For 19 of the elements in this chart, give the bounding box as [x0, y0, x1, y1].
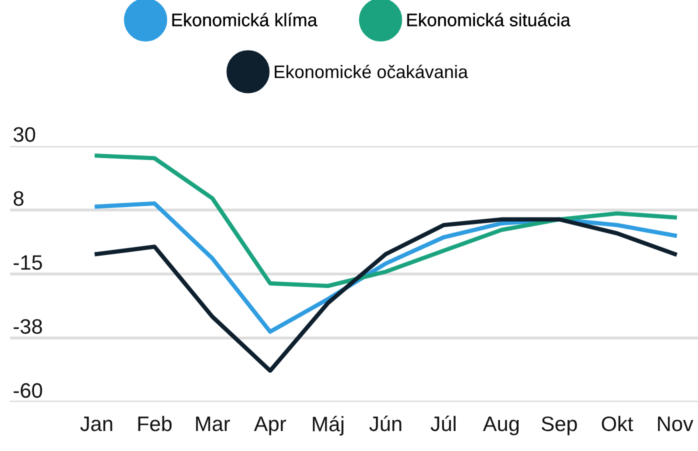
- x-tick-label: Apr: [254, 416, 286, 436]
- x-tick-label: Máj: [312, 416, 344, 436]
- x-tick-label: Nov: [658, 416, 694, 432]
- y-tick-label: -60: [14, 383, 42, 398]
- x-tick-label: Jún: [369, 416, 402, 432]
- x-tick-label: Aug: [482, 416, 519, 436]
- x-tick-label: Sep: [542, 416, 577, 436]
- y-tick-label: -15: [14, 255, 42, 270]
- x-tick-label: Feb: [138, 416, 172, 432]
- x-tick-label: Júl: [430, 416, 456, 432]
- y-tick-label: 8: [14, 191, 24, 206]
- legend-label: Ekonomická situácia: [407, 12, 570, 26]
- x-tick-label: Okt: [602, 416, 634, 432]
- x-tick-label: Mar: [196, 416, 230, 432]
- y-tick-label: -38: [14, 319, 42, 334]
- legend-label: Ekonomická klíma: [172, 12, 318, 26]
- x-tick-label: Jan: [80, 416, 112, 432]
- legend-label: Ekonomické očakávania: [274, 64, 468, 78]
- y-tick-label: 30: [14, 127, 36, 142]
